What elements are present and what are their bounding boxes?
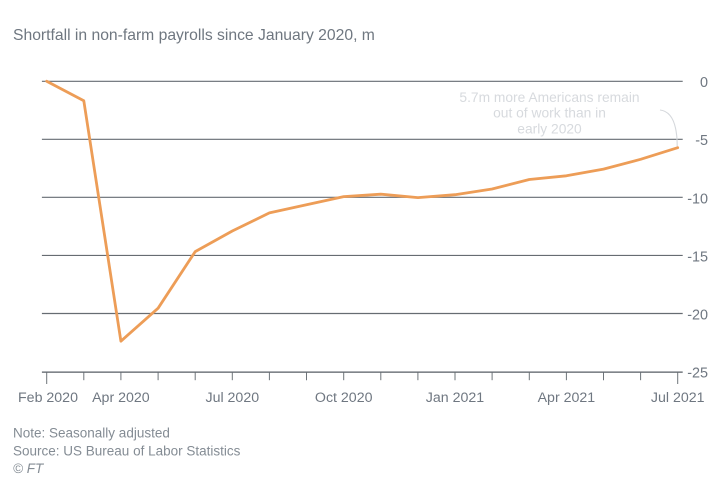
svg-text:Feb 2020: Feb 2020: [18, 390, 78, 406]
svg-text:Note: Seasonally adjusted: Note: Seasonally adjusted: [13, 425, 170, 440]
svg-text:-15: -15: [687, 249, 708, 265]
svg-text:Apr 2020: Apr 2020: [92, 390, 150, 406]
svg-text:early 2020: early 2020: [517, 121, 582, 136]
svg-text:Oct 2020: Oct 2020: [315, 390, 373, 406]
svg-text:out of work than in: out of work than in: [493, 106, 606, 121]
svg-text:© FT: © FT: [13, 461, 45, 476]
svg-text:-10: -10: [687, 191, 708, 207]
svg-text:Shortfall in non-farm payrolls: Shortfall in non-farm payrolls since Jan…: [13, 27, 375, 44]
svg-text:-25: -25: [687, 366, 708, 382]
svg-text:Jan 2021: Jan 2021: [426, 390, 484, 406]
svg-text:0: 0: [700, 75, 708, 91]
svg-text:Source: US Bureau of Labor Sta: Source: US Bureau of Labor Statistics: [13, 444, 241, 459]
svg-text:Apr 2021: Apr 2021: [538, 390, 596, 406]
svg-text:Jul 2021: Jul 2021: [651, 390, 705, 406]
svg-text:5.7m more Americans remain: 5.7m more Americans remain: [459, 90, 639, 105]
svg-text:-5: -5: [695, 133, 708, 149]
svg-text:Jul 2020: Jul 2020: [205, 390, 259, 406]
svg-text:-20: -20: [687, 308, 708, 324]
